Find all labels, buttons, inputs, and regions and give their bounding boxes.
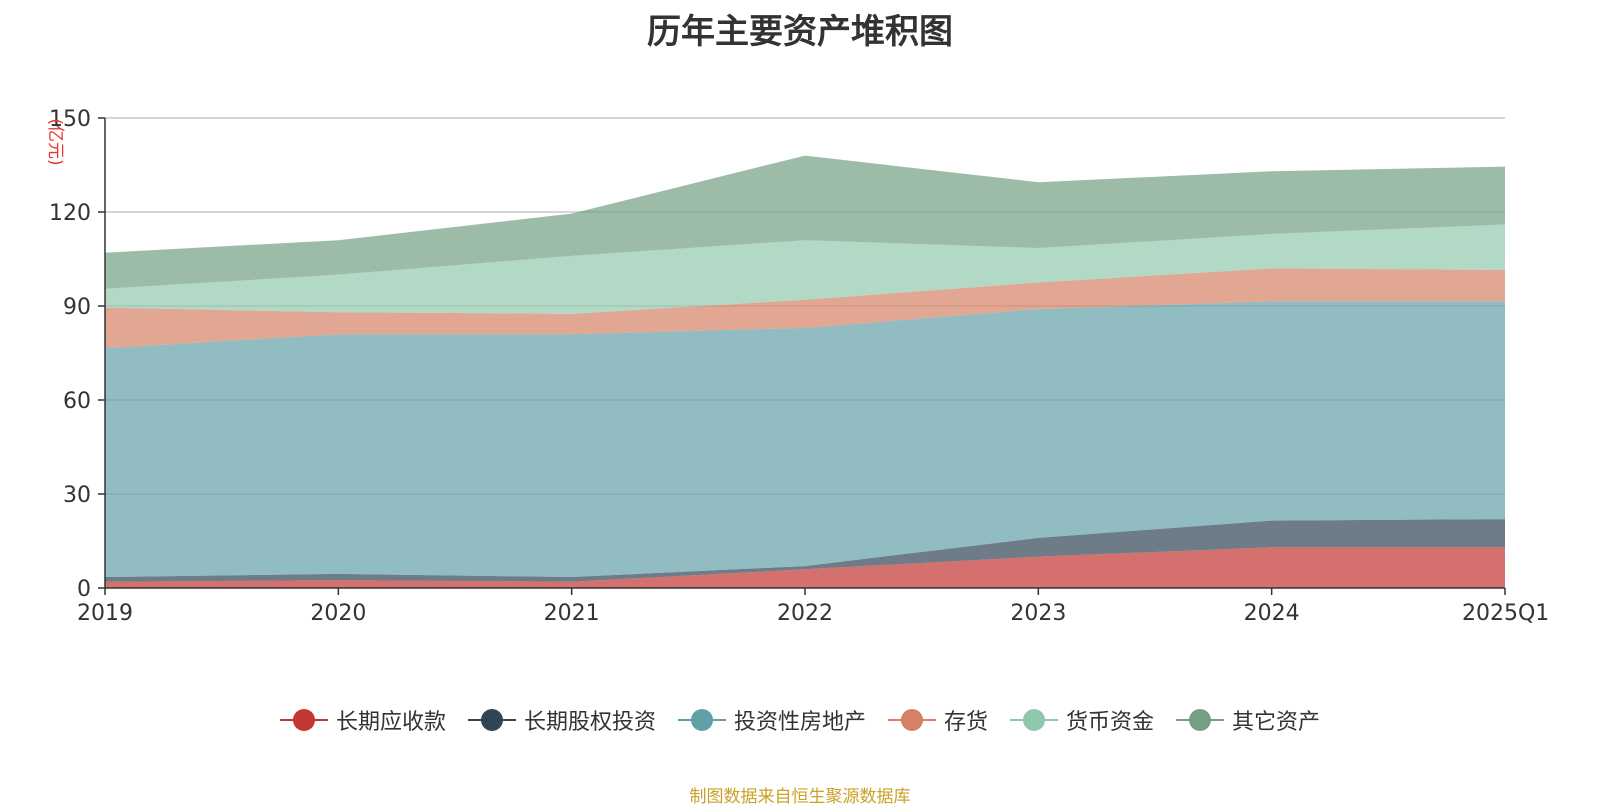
area-series-2[interactable]: [105, 301, 1505, 578]
legend-swatch-4: [1010, 708, 1059, 732]
x-tick-label-4: 2023: [1010, 601, 1066, 626]
legend-label-5: 其它资产: [1232, 710, 1321, 735]
y-axis-unit-label: (亿元): [45, 118, 65, 165]
y-tick-label-1: 30: [63, 483, 91, 508]
legend-label-4: 货币资金: [1066, 710, 1155, 735]
area-series-4[interactable]: [105, 224, 1505, 314]
legend-label-1: 长期股权投资: [523, 710, 656, 735]
area-series-3[interactable]: [105, 268, 1505, 349]
legend-item-1[interactable]: 长期股权投资: [467, 704, 656, 736]
legend-item-0[interactable]: 长期应收款: [279, 704, 446, 736]
stacked-areas: [105, 155, 1505, 588]
source-note: 制图数据来自恒生聚源数据库: [689, 787, 911, 807]
x-tick-label-5: 2024: [1244, 601, 1300, 626]
legend-item-5[interactable]: 其它资产: [1176, 704, 1320, 736]
legend-label-2: 投资性房地产: [733, 710, 866, 735]
x-tick-label-6: 2025Q1: [1462, 601, 1549, 626]
x-tick-label-2: 2021: [544, 601, 600, 626]
x-tick-label-0: 2019: [77, 601, 133, 626]
area-series-0[interactable]: [105, 547, 1505, 588]
area-series-5[interactable]: [105, 155, 1505, 289]
x-tick-label-1: 2020: [310, 601, 366, 626]
legend-swatch-1: [467, 708, 516, 732]
legend-swatch-2: [677, 708, 726, 732]
area-series-1[interactable]: [105, 519, 1505, 582]
legend-item-2[interactable]: 投资性房地产: [677, 704, 866, 736]
chart-title: 历年主要资产堆积图: [647, 12, 953, 52]
x-tick-label-3: 2022: [777, 601, 833, 626]
legend-label-3: 存货: [944, 710, 989, 735]
legend-swatch-3: [888, 708, 936, 732]
legend-item-4[interactable]: 货币资金: [1010, 704, 1154, 736]
axes: 0 30 60 90 120 150 2019 2020 2021 2022 2023 2024 202…: [49, 107, 1549, 626]
legend-swatch-5: [1176, 708, 1225, 732]
legend-label-0: 长期应收款: [335, 710, 446, 735]
y-tick-label-4: 120: [49, 201, 91, 226]
y-tick-label-3: 90: [63, 295, 91, 320]
y-tick-label-2: 60: [63, 389, 91, 414]
legend-swatch-0: [279, 708, 328, 732]
y-tick-label-5: 150: [49, 107, 91, 132]
legend-item-3[interactable]: 存货: [888, 704, 988, 736]
y-tick-label-0: 0: [77, 577, 91, 602]
legend: 长期应收款 长期股权投资 投资性房地产 存货 货币资金 其它资产: [0, 700, 1600, 740]
